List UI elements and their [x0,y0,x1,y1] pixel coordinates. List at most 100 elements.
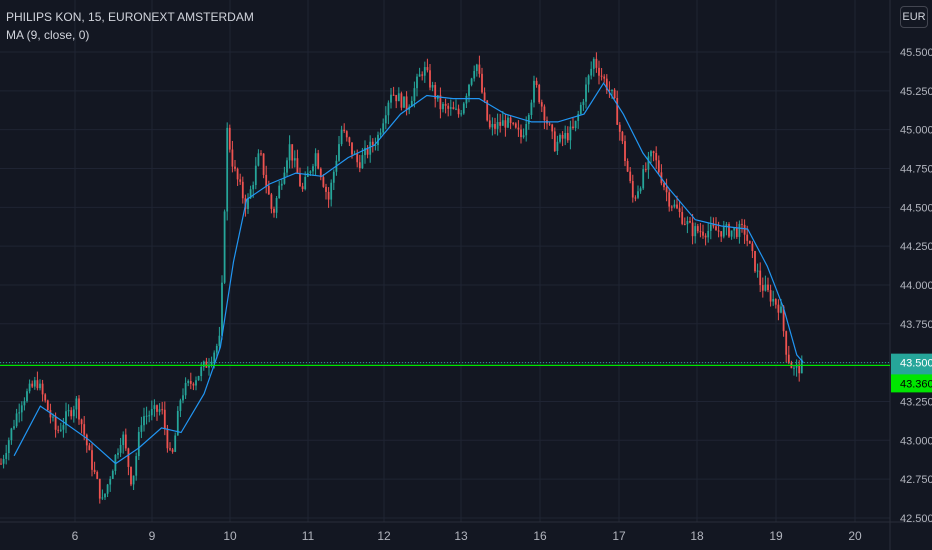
candle-body [41,383,44,395]
candle-body [223,211,226,283]
candle-body [647,156,650,170]
candle-body [444,103,447,106]
candle-body [166,428,169,449]
candle-body [18,412,21,414]
candle-body [158,409,161,412]
candle-body [148,415,151,417]
candle-body [530,102,533,116]
candle-body [20,405,23,413]
candle-body [309,171,312,173]
candle-body [538,84,541,103]
candle-body [275,198,278,213]
candle-body [533,80,535,103]
candle-body [410,100,413,107]
price-tick-label: 44.000 [900,280,932,292]
candle-body [382,123,385,133]
candle-body [605,78,608,91]
candle-body [595,58,598,68]
candle-body [91,450,93,470]
candle-body [582,101,585,105]
candle-body [10,428,13,441]
currency-button[interactable]: EUR [900,6,928,28]
candle-body [592,58,595,69]
candle-body [416,76,418,89]
candle-body [525,123,528,136]
candle-body [668,192,671,207]
candle-body [327,191,330,200]
candle-body [247,198,249,209]
time-tick-label: 18 [690,529,704,543]
candle-body [252,185,255,190]
candle-body [449,107,452,109]
candle-body [182,395,184,401]
candle-body [686,221,689,225]
candle-body [392,94,395,96]
candle-body [322,177,325,187]
candle-body [174,435,177,452]
candle-body [33,380,36,387]
candle-body [197,376,200,381]
candle-body [221,282,223,336]
candle-body [780,306,782,313]
price-tick-label: 42.750 [900,474,932,486]
candle-body [75,398,78,410]
candle-body [291,144,294,161]
candle-body [403,96,405,108]
candle-body [746,234,749,241]
candle-body [296,158,299,174]
candle-body [748,240,751,244]
candle-body [709,224,712,231]
candle-body [88,445,91,451]
candle-body [85,434,88,446]
candle-body [140,425,143,432]
candle-body [387,102,390,116]
candle-body [478,64,481,74]
candle-body [564,133,567,139]
candle-body [616,97,619,125]
candle-body [379,132,382,135]
candle-body [639,188,642,192]
price-tick-label: 45.250 [900,86,932,98]
candle-body [280,183,283,186]
candle-body [426,67,429,71]
candle-body [101,497,104,499]
candle-body [304,176,307,190]
candle-body [319,168,322,178]
candle-body [338,144,340,161]
candle-body [179,400,182,411]
candle-body [293,158,296,161]
candle-body [28,383,31,392]
candle-body [782,306,785,332]
candle-body [49,410,52,418]
candle-body [527,115,530,124]
candle-body [712,224,715,227]
candle-body [361,155,364,169]
symbol-title: PHILIPS KON, 15, EURONEXT AMSTERDAM [6,10,254,24]
candle-body [143,416,145,426]
price-tick-label: 43.000 [900,435,932,447]
candle-body [644,169,647,171]
time-tick-label: 19 [769,529,783,543]
candle-body [317,153,320,169]
candle-body [124,434,127,449]
candle-body [756,270,759,272]
candle-body [681,211,684,224]
candle-body [374,145,377,147]
candle-body [371,141,374,146]
candle-body [470,78,473,85]
candle-body [759,270,762,286]
candle-body [442,103,444,110]
candle-body [429,70,431,88]
candle-body [452,107,455,110]
candle-body [483,92,486,101]
candle-body [785,331,788,355]
time-tick-label: 11 [302,529,315,543]
candle-body [715,226,717,231]
candle-body [631,181,634,198]
candle-body [777,304,780,313]
candle-body [413,88,416,101]
candle-body [117,452,119,455]
